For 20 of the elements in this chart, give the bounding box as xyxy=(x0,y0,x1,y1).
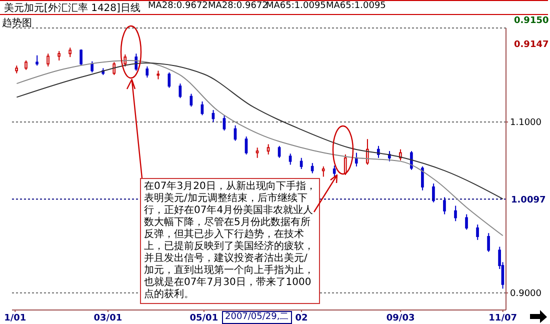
text: MA28:0.9672 xyxy=(148,1,208,11)
x-tick-label: 02 xyxy=(295,313,308,324)
ref-line-label: 1.0097 xyxy=(511,195,546,206)
y-tick-label: 1.1000 xyxy=(510,118,542,128)
line-series xyxy=(16,60,504,236)
x-tick-label: 11/07 xyxy=(488,313,518,324)
text: MA65:1.0095 xyxy=(266,1,326,11)
x-tick-label: 09/03 xyxy=(386,313,415,324)
text: 0.9147 xyxy=(514,40,549,50)
text: MA28:0.9672 xyxy=(208,1,268,11)
text: 在07年3月20日，从新出现向下手指，表明美元/加元调整结束，后市继续下行，正好在07年4月份美国非农就业人数大幅下降，尽管在5月份此数据有所反弹，但其已步入下行趋势，在技术上，已提前反映到了美国经济的疲软，并且发出信号，建议投资者沽出美元/加元，直到出现第一个向上手指为止，也就是在07年7月30日，带来了1000点的获利。 xyxy=(144,181,316,300)
x-tick-label: 1/01 xyxy=(4,313,26,324)
y-tick-label: 0.9000 xyxy=(510,289,542,300)
x-tick-label: 05/01 xyxy=(190,313,218,324)
text: 2007/05/29,二 xyxy=(222,311,292,324)
chart-title: 美元加元[外汇汇率 1428]日线 xyxy=(4,2,140,15)
chart-subtitle: 趋势图 xyxy=(2,16,32,30)
text: 0.9150 xyxy=(514,16,549,26)
x-tick-label: 03/01 xyxy=(94,313,122,324)
text: MA65:1.0095 xyxy=(326,1,386,11)
